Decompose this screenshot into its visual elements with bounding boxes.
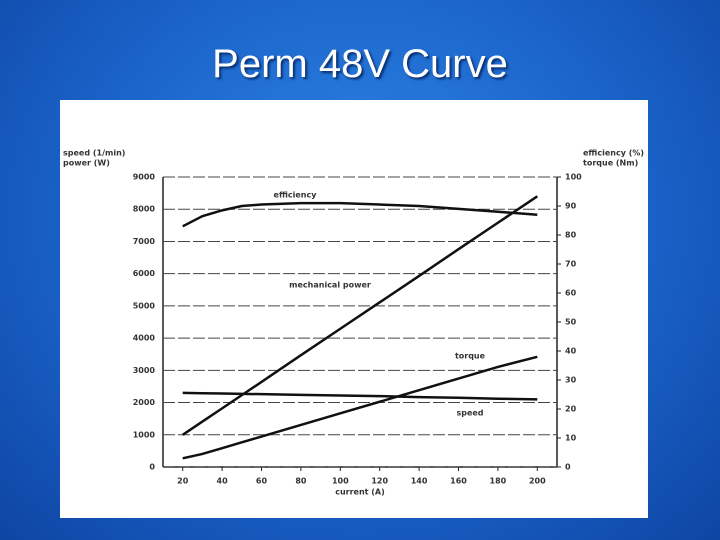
series-line (182, 195, 538, 436)
y-tick-label: 9000 (133, 173, 156, 182)
y-tick-label: 3000 (133, 366, 156, 375)
x-tick-label: 140 (411, 477, 428, 486)
y2-tick-label: 70 (565, 260, 577, 269)
series-label: efficiency (274, 191, 318, 200)
x-axis-title: current (A) (335, 488, 385, 497)
y2-tick-label: 80 (565, 231, 577, 240)
y2-axis-title: efficiency (%) (583, 149, 644, 158)
y2-tick-label: 90 (565, 202, 577, 211)
y2-axis-title: torque (Nm) (583, 159, 638, 168)
series-label: torque (455, 352, 486, 361)
y-axis-title: power (W) (63, 159, 110, 168)
y-tick-label: 6000 (133, 269, 156, 278)
x-tick-label: 200 (529, 477, 546, 486)
x-tick-label: 160 (450, 477, 467, 486)
y-tick-label: 1000 (133, 430, 156, 439)
x-tick-label: 80 (295, 477, 307, 486)
series-line (182, 391, 538, 401)
x-tick-label: 40 (217, 477, 229, 486)
y2-tick-label: 20 (565, 405, 577, 414)
series-label: mechanical power (289, 281, 371, 290)
x-tick-label: 60 (256, 477, 268, 486)
y2-tick-label: 10 (565, 434, 577, 443)
x-tick-label: 180 (490, 477, 507, 486)
y2-tick-label: 30 (565, 376, 577, 385)
x-tick-label: 120 (371, 477, 388, 486)
y-axis-title: speed (1/min) (63, 149, 125, 158)
series-line (182, 201, 538, 228)
slide-title: Perm 48V Curve (212, 42, 508, 86)
y-tick-label: 7000 (133, 237, 156, 246)
x-tick-label: 100 (332, 477, 349, 486)
series-label: speed (456, 409, 483, 418)
y2-tick-label: 40 (565, 347, 577, 356)
y-tick-label: 4000 (133, 334, 156, 343)
y2-tick-label: 0 (565, 463, 571, 472)
y-tick-label: 8000 (133, 205, 156, 214)
y2-tick-label: 50 (565, 318, 577, 327)
y2-tick-label: 60 (565, 289, 577, 298)
y-tick-label: 2000 (133, 398, 156, 407)
series-line (182, 355, 538, 460)
y-tick-label: 0 (149, 463, 155, 472)
x-tick-label: 20 (177, 477, 189, 486)
chart-panel (60, 100, 648, 518)
y2-tick-label: 100 (565, 173, 582, 182)
y-tick-label: 5000 (133, 301, 156, 310)
